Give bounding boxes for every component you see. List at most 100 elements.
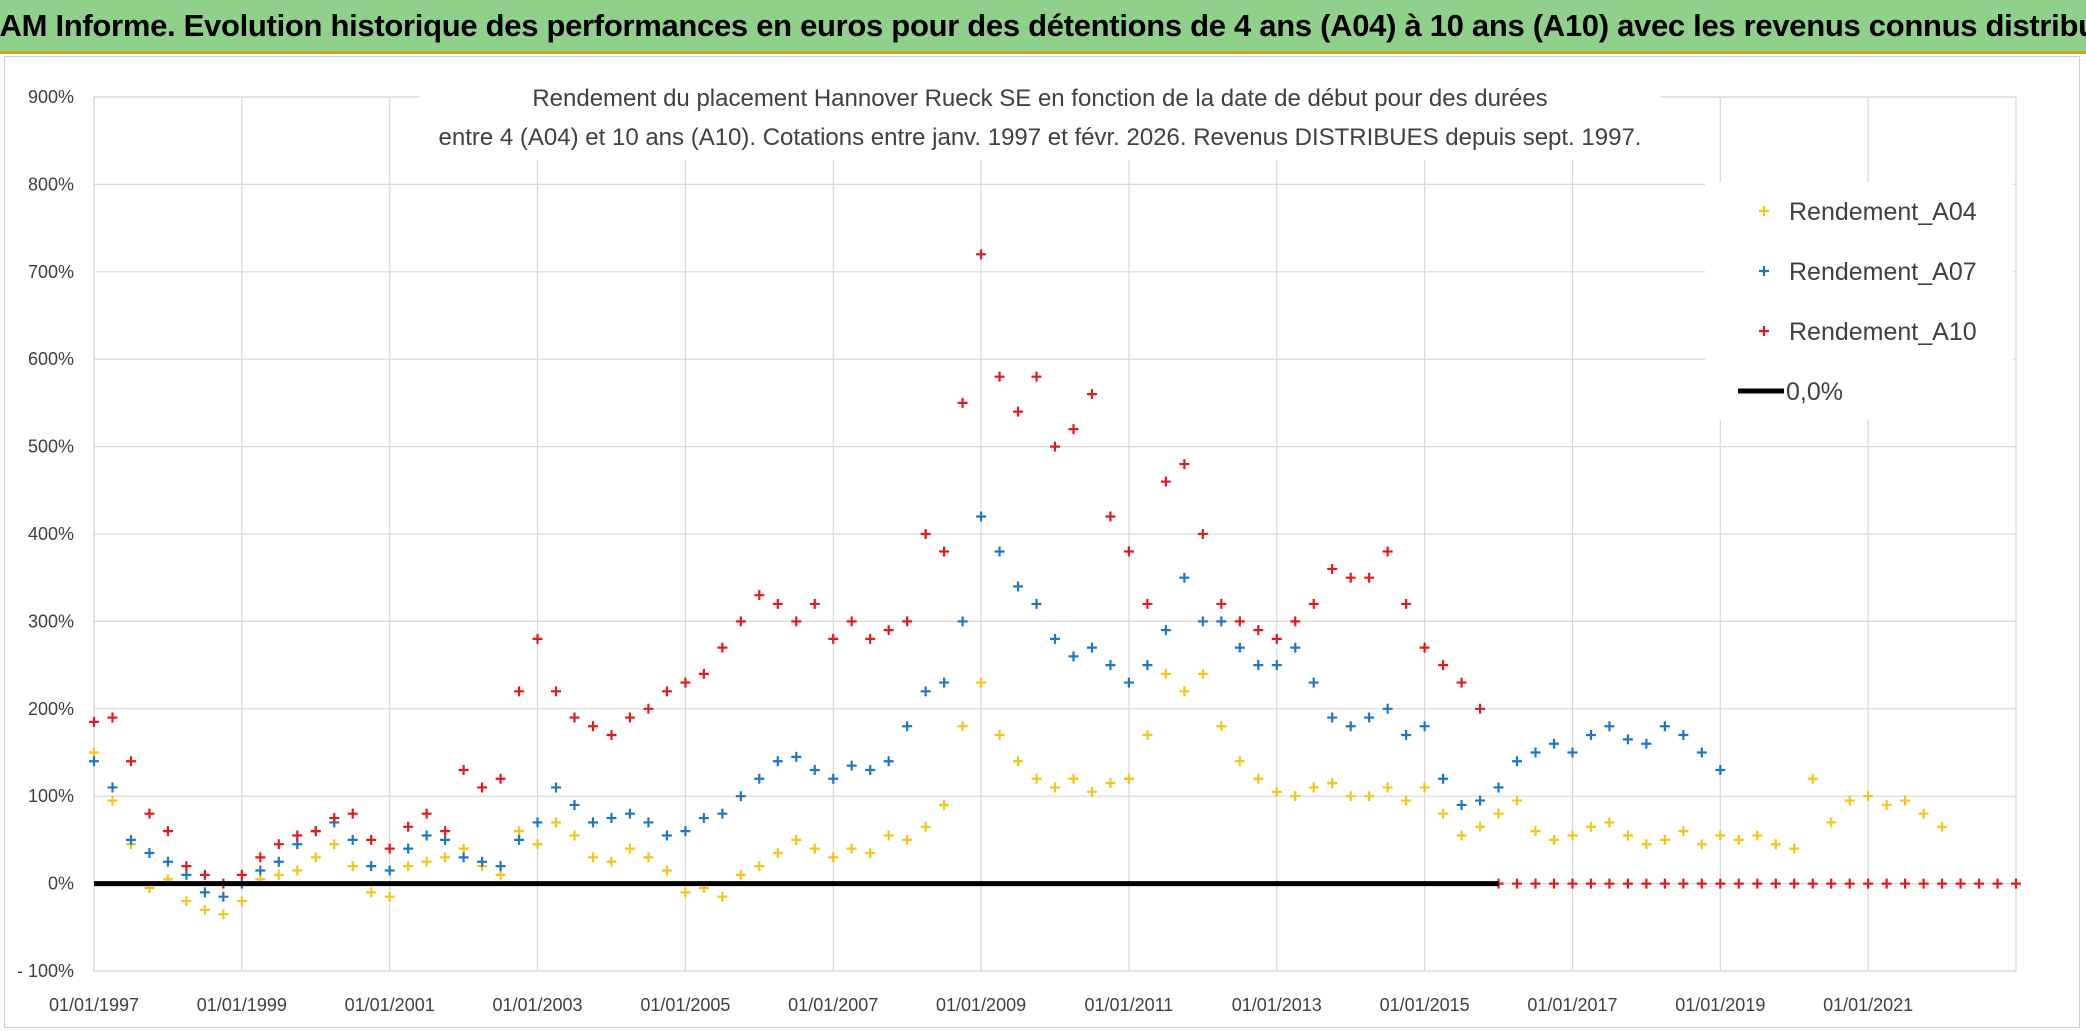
data-point-rendement-a07: [865, 764, 876, 775]
data-point-rendement-a04: [458, 843, 469, 854]
data-point-rendement-a10: [957, 397, 968, 408]
data-point-rendement-a10: [865, 633, 876, 644]
data-point-rendement-a10: [1752, 878, 1763, 889]
data-point-rendement-a10: [236, 869, 247, 880]
data-point-rendement-a04: [1068, 773, 1079, 784]
data-point-rendement-a07: [643, 817, 654, 828]
data-point-rendement-a04: [1512, 795, 1523, 806]
data-point-rendement-a04: [1678, 826, 1689, 837]
data-point-rendement-a07: [1123, 677, 1134, 688]
data-point-rendement-a04: [606, 856, 617, 867]
legend-swatch-marker: [1759, 266, 1769, 276]
data-point-rendement-a04: [1197, 668, 1208, 679]
data-point-rendement-a10: [199, 869, 210, 880]
data-point-rendement-a10: [809, 598, 820, 609]
data-point-rendement-a04: [1345, 791, 1356, 802]
data-point-rendement-a07: [514, 834, 525, 845]
page-title: ADAM Informe. Evolution historique des p…: [0, 0, 2086, 54]
data-point-rendement-a07: [1105, 660, 1116, 671]
data-point-rendement-a10: [292, 830, 303, 841]
data-point-rendement-a04: [902, 834, 913, 845]
data-point-rendement-a10: [1013, 406, 1024, 417]
data-point-rendement-a04: [1807, 773, 1818, 784]
data-point-rendement-a10: [828, 633, 839, 644]
data-point-rendement-a10: [477, 782, 488, 793]
data-point-rendement-a10: [1696, 878, 1707, 889]
data-point-rendement-a04: [1123, 773, 1134, 784]
data-point-rendement-a07: [551, 782, 562, 793]
data-point-rendement-a04: [1863, 791, 1874, 802]
y-tick-label: 800%: [28, 174, 74, 194]
data-point-rendement-a10: [1844, 878, 1855, 889]
data-point-rendement-a07: [1160, 625, 1171, 636]
data-point-rendement-a04: [680, 887, 691, 898]
data-point-rendement-a10: [181, 861, 192, 872]
data-point-rendement-a10: [1789, 878, 1800, 889]
data-point-rendement-a07: [846, 760, 857, 771]
data-point-rendement-a07: [144, 848, 155, 859]
data-point-rendement-a04: [1900, 795, 1911, 806]
data-point-rendement-a10: [1160, 476, 1171, 487]
data-point-rendement-a10: [1419, 642, 1430, 653]
data-point-rendement-a10: [1382, 546, 1393, 557]
x-tick-label: 01/01/2019: [1675, 995, 1765, 1015]
data-point-rendement-a10: [1585, 878, 1596, 889]
data-point-rendement-a04: [717, 891, 728, 902]
data-point-rendement-a04: [1013, 756, 1024, 767]
data-point-rendement-a10: [1659, 878, 1670, 889]
data-point-rendement-a04: [1290, 791, 1301, 802]
data-point-rendement-a10: [1641, 878, 1652, 889]
data-point-rendement-a04: [273, 869, 284, 880]
data-point-rendement-a10: [273, 839, 284, 850]
data-point-rendement-a07: [1253, 660, 1264, 671]
data-point-rendement-a04: [865, 848, 876, 859]
x-tick-label: 01/01/2021: [1823, 995, 1913, 1015]
data-point-rendement-a10: [403, 821, 414, 832]
data-point-rendement-a10: [624, 712, 635, 723]
data-point-rendement-a07: [698, 813, 709, 824]
data-point-rendement-a04: [181, 896, 192, 907]
x-tick-label: 01/01/2001: [345, 995, 435, 1015]
y-tick-label: 600%: [28, 349, 74, 369]
data-point-rendement-a10: [1031, 371, 1042, 382]
data-point-rendement-a07: [218, 891, 229, 902]
data-point-rendement-a04: [791, 834, 802, 845]
data-point-rendement-a10: [421, 808, 432, 819]
data-point-rendement-a04: [403, 861, 414, 872]
data-point-rendement-a04: [551, 817, 562, 828]
data-point-rendement-a04: [1770, 839, 1781, 850]
data-point-rendement-a07: [1050, 633, 1060, 644]
x-tick-label: 01/01/1999: [197, 995, 287, 1015]
y-tick-label: 500%: [28, 437, 74, 457]
data-point-rendement-a07: [587, 817, 598, 828]
legend-background: [1705, 182, 2013, 420]
data-point-rendement-a04: [1493, 808, 1504, 819]
x-tick-label: 01/01/2003: [492, 995, 582, 1015]
data-point-rendement-a07: [1622, 734, 1633, 745]
data-point-rendement-a04: [1327, 778, 1338, 789]
data-point-rendement-a07: [976, 511, 987, 522]
data-point-rendement-a07: [1216, 616, 1227, 627]
legend-swatch-marker: [1759, 326, 1769, 336]
data-point-rendement-a10: [1364, 572, 1375, 583]
data-point-rendement-a10: [606, 730, 617, 741]
data-point-rendement-a10: [587, 721, 598, 732]
data-point-rendement-a07: [532, 817, 543, 828]
data-point-rendement-a04: [310, 852, 321, 863]
y-tick-label: 200%: [28, 699, 74, 719]
data-point-rendement-a10: [310, 826, 321, 837]
data-point-rendement-a10: [1530, 878, 1541, 889]
data-point-rendement-a07: [1548, 738, 1559, 749]
data-point-rendement-a07: [1068, 651, 1079, 662]
data-point-rendement-a10: [1197, 529, 1208, 539]
data-point-rendement-a10: [1179, 459, 1190, 470]
data-point-rendement-a07: [717, 808, 728, 819]
data-point-rendement-a07: [1308, 677, 1319, 688]
data-point-rendement-a10: [1733, 878, 1744, 889]
data-point-rendement-a10: [1401, 598, 1412, 609]
data-point-rendement-a04: [1401, 795, 1412, 806]
data-point-rendement-a04: [920, 821, 931, 832]
data-point-rendement-a10: [791, 616, 802, 627]
data-point-rendement-a10: [1826, 878, 1837, 889]
